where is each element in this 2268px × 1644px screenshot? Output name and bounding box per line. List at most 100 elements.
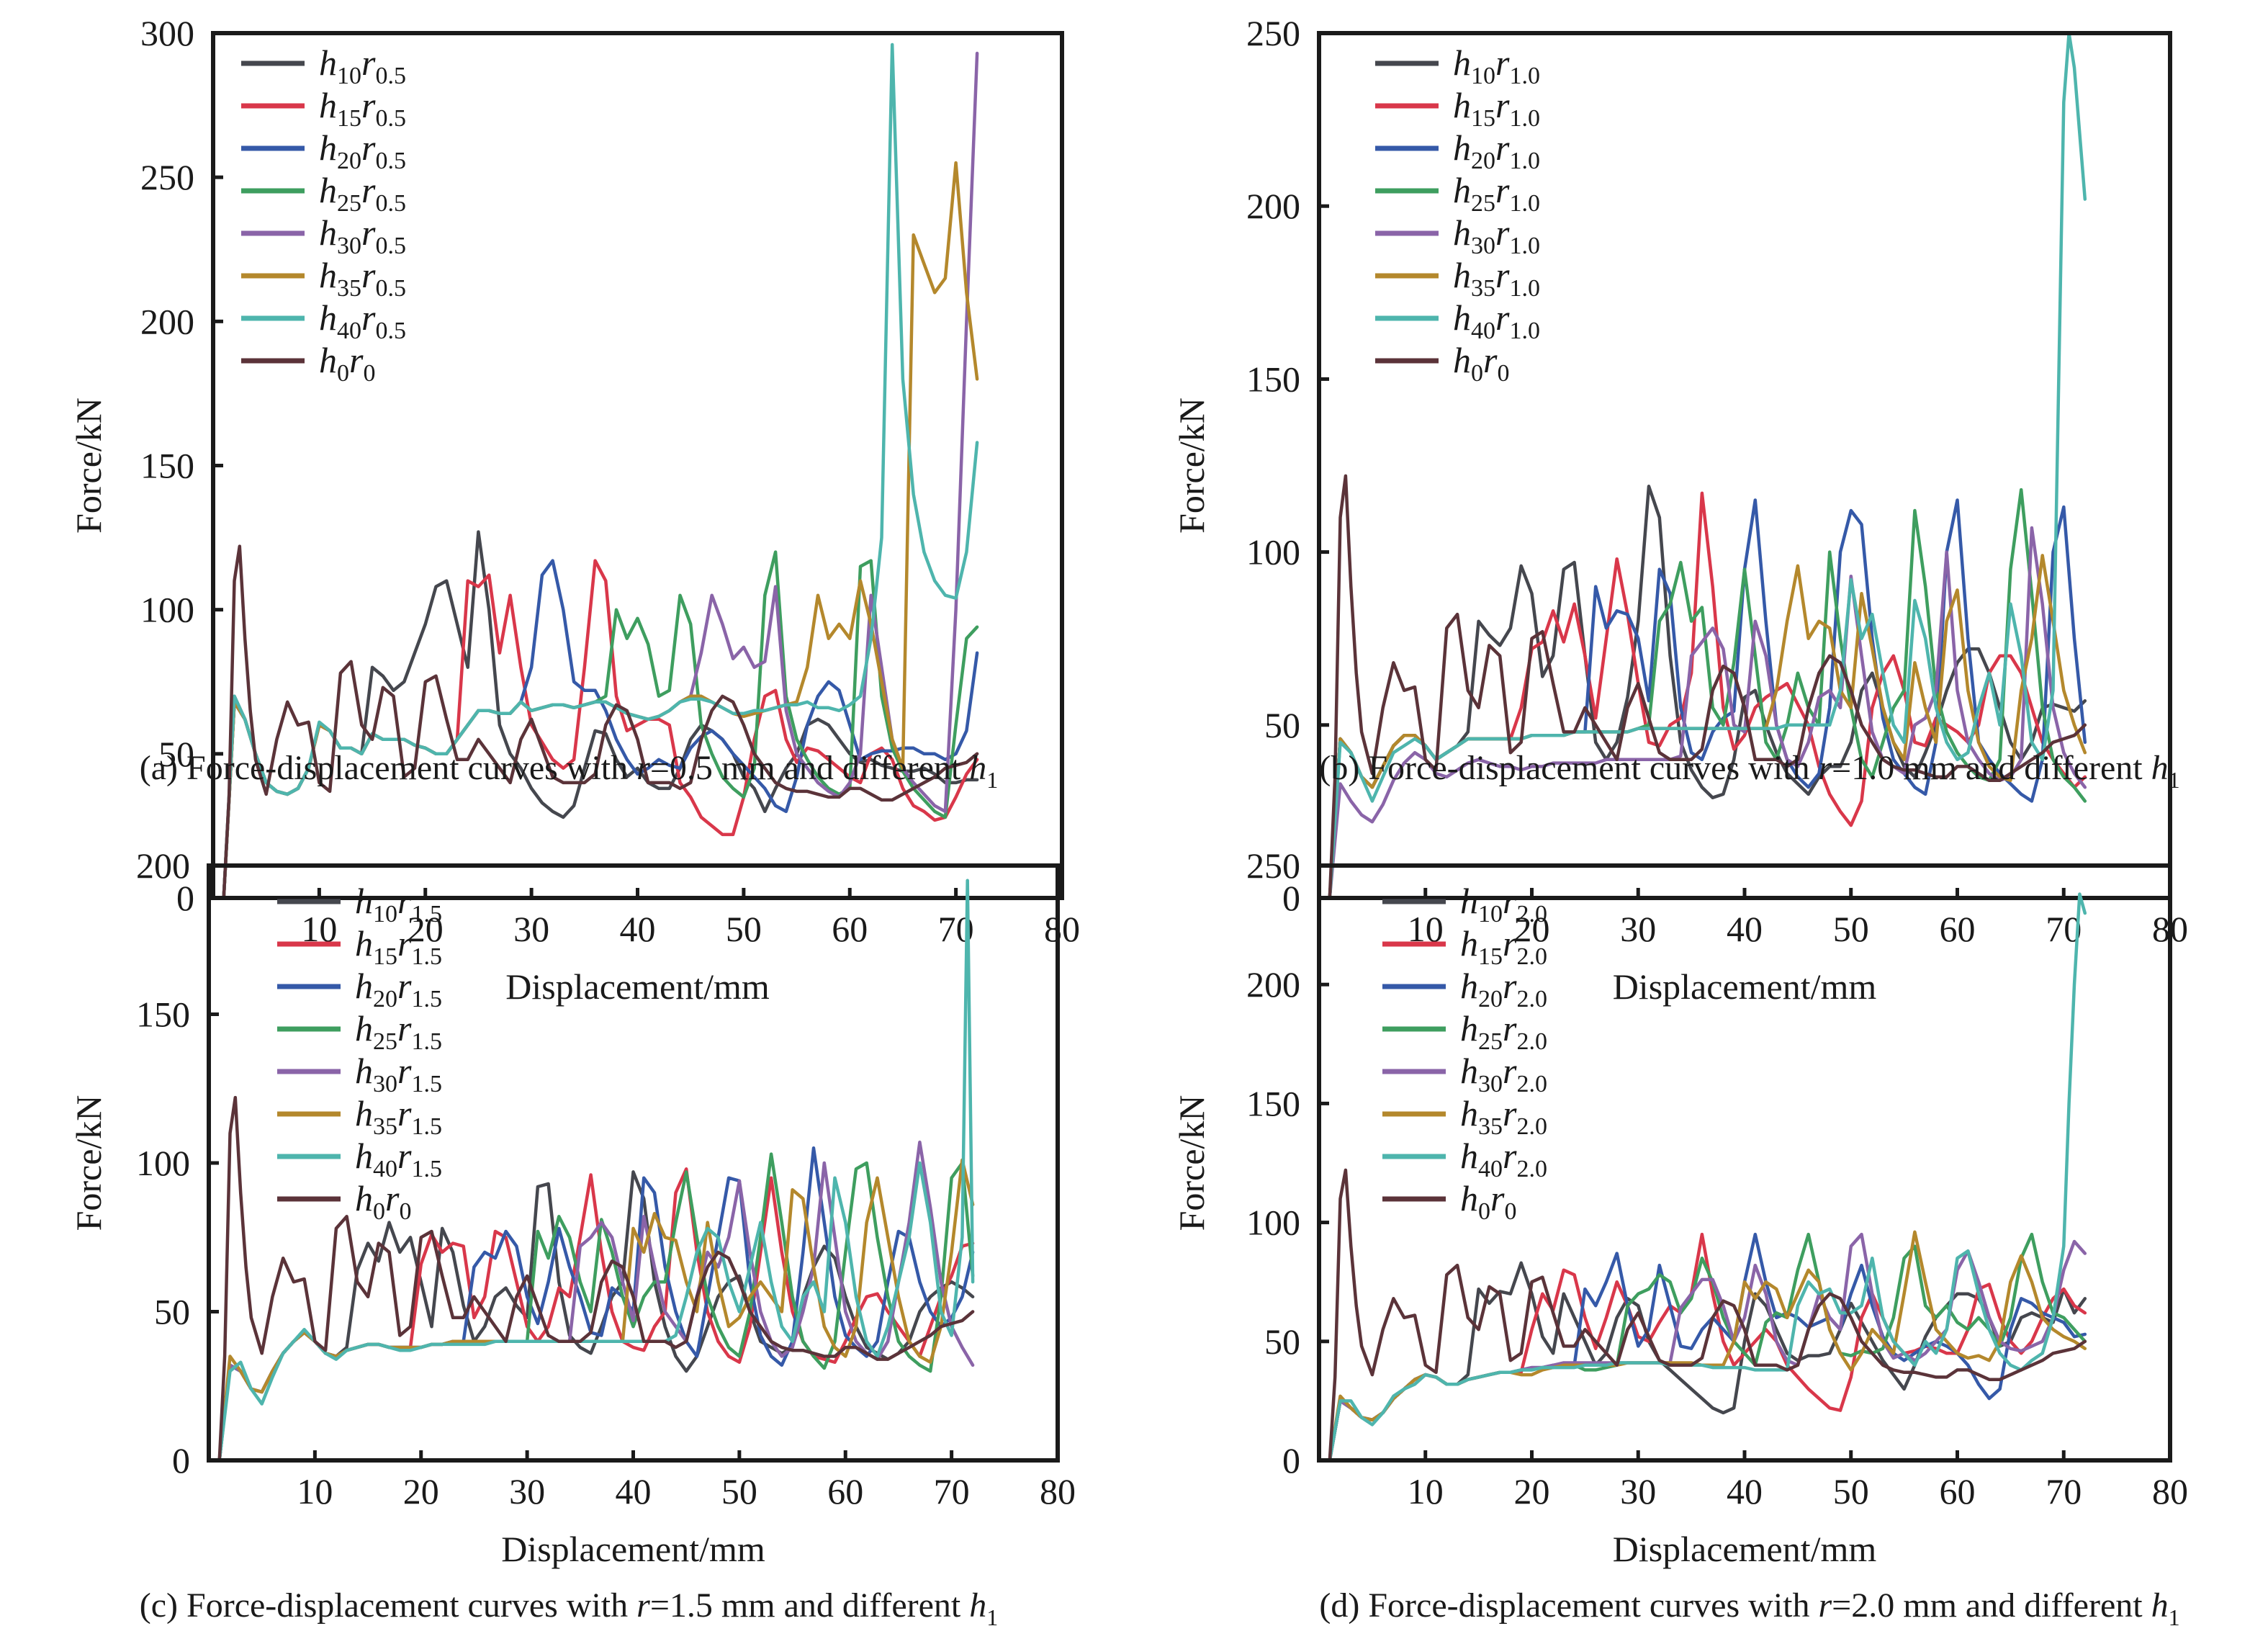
- legend-item: h30r1.5: [277, 1051, 442, 1097]
- y-tick-label: 250: [1246, 845, 1300, 886]
- legend-item: h30r1.0: [1375, 212, 1540, 259]
- legend-label: h20r1.0: [1453, 127, 1540, 174]
- y-tick-label: 150: [1246, 1083, 1300, 1123]
- y-tick-label: 250: [1246, 13, 1300, 53]
- legend-label: h10r2.0: [1460, 881, 1547, 927]
- y-axis-title: Force/kN: [1171, 397, 1212, 534]
- series-line-h40r1_0: [1328, 31, 2087, 900]
- legend-item: h40r1.0: [1375, 297, 1540, 344]
- x-axis-title: Displacement/mm: [505, 966, 770, 1007]
- legend-label: h40r2.0: [1460, 1136, 1547, 1182]
- x-tick-label: 50: [721, 1471, 757, 1512]
- y-tick-label: 200: [1246, 186, 1300, 226]
- x-tick-label: 20: [1514, 909, 1550, 949]
- x-axis-title: Displacement/mm: [1613, 966, 1877, 1007]
- y-tick-label: 0: [1282, 878, 1300, 918]
- legend-label: h0r0: [319, 340, 375, 387]
- legend-label: h0r0: [1453, 340, 1509, 387]
- plot-frame: [1317, 863, 2172, 1463]
- legend-label: h35r1.0: [1453, 255, 1540, 302]
- legend-item: h40r2.0: [1382, 1136, 1547, 1182]
- legend-label: h30r0.5: [319, 212, 406, 259]
- y-tick-label: 200: [136, 845, 190, 886]
- legend-label: h25r2.0: [1460, 1008, 1547, 1055]
- series-line-h30r1_0: [1328, 526, 2087, 900]
- legend-item: h35r1.5: [277, 1093, 442, 1140]
- y-tick-label: 150: [136, 994, 190, 1035]
- legend-item: h15r0.5: [241, 85, 406, 132]
- legend-item: h10r1.0: [1375, 42, 1540, 89]
- legend-item: h10r1.5: [277, 881, 442, 927]
- series-group: [217, 879, 975, 1463]
- y-tick-label: 150: [140, 446, 194, 486]
- x-tick-label: 30: [513, 909, 549, 949]
- legend-label: h30r1.5: [355, 1051, 442, 1097]
- series-line-h0r0: [1328, 1168, 2087, 1463]
- legend: h10r2.0h15r2.0h20r2.0h25r2.0h30r2.0h35r2…: [1382, 881, 1547, 1225]
- legend-item: h20r2.0: [1382, 966, 1547, 1012]
- panel-caption: (b) Force-displacement curves with r=1.0…: [1319, 749, 2179, 793]
- legend-item: h10r0.5: [241, 42, 406, 89]
- legend-item: h40r1.5: [277, 1136, 442, 1182]
- y-axis-title: Force/kN: [68, 397, 109, 534]
- x-tick-label: 20: [403, 1471, 439, 1512]
- legend-label: h20r1.5: [355, 966, 442, 1012]
- y-tick-label: 50: [1264, 705, 1300, 745]
- y-tick-label: 200: [1246, 964, 1300, 1005]
- legend: h10r0.5h15r0.5h20r0.5h25r0.5h30r0.5h35r0…: [241, 42, 406, 387]
- x-axis-title: Displacement/mm: [1613, 1529, 1877, 1569]
- x-tick-label: 30: [1620, 1471, 1656, 1512]
- legend-label: h15r0.5: [319, 85, 406, 132]
- legend-label: h25r1.5: [355, 1008, 442, 1055]
- y-axis-title: Force/kN: [68, 1095, 109, 1231]
- y-tick-label: 50: [154, 1292, 190, 1332]
- series-group: [222, 42, 979, 900]
- legend-label: h10r1.0: [1453, 42, 1540, 89]
- x-tick-label: 70: [934, 1471, 970, 1512]
- legend-label: h40r0.5: [319, 297, 406, 344]
- legend-label: h40r1.5: [355, 1136, 442, 1182]
- x-tick-label: 50: [726, 909, 762, 949]
- legend-item: h20r0.5: [241, 127, 406, 174]
- series-line-h40r2_0: [1328, 892, 2087, 1463]
- legend: h10r1.5h15r1.5h20r1.5h25r1.5h30r1.5h35r1…: [277, 881, 442, 1225]
- x-tick-label: 60: [827, 1471, 863, 1512]
- y-tick-label: 50: [1264, 1321, 1300, 1362]
- series-group: [1328, 31, 2087, 900]
- x-tick-label: 20: [1514, 1471, 1550, 1512]
- legend-label: h10r1.5: [355, 881, 442, 927]
- legend-item: h15r2.0: [1382, 923, 1547, 970]
- x-tick-label: 80: [1044, 909, 1080, 949]
- panel-caption: (a) Force-displacement curves with r=0.5…: [140, 749, 999, 793]
- legend-item: h0r0: [1382, 1178, 1516, 1225]
- x-tick-label: 80: [2152, 1471, 2188, 1512]
- legend-item: h20r1.5: [277, 966, 442, 1012]
- legend-item: h25r0.5: [241, 170, 406, 217]
- x-tick-label: 50: [1833, 909, 1869, 949]
- legend-label: h30r2.0: [1460, 1051, 1547, 1097]
- series-line-h0r0: [217, 1095, 975, 1463]
- legend-item: h35r1.0: [1375, 255, 1540, 302]
- legend-label: h15r1.5: [355, 923, 442, 970]
- legend-item: h0r0: [277, 1178, 411, 1225]
- legend-label: h20r0.5: [319, 127, 406, 174]
- y-tick-label: 0: [172, 1440, 190, 1481]
- x-tick-label: 60: [832, 909, 868, 949]
- legend-item: h20r1.0: [1375, 127, 1540, 174]
- legend-label: h35r1.5: [355, 1093, 442, 1140]
- x-tick-label: 50: [1833, 1471, 1869, 1512]
- legend-item: h15r1.5: [277, 923, 442, 970]
- legend-item: h30r0.5: [241, 212, 406, 259]
- series-group: [1328, 892, 2087, 1463]
- legend-label: h10r0.5: [319, 42, 406, 89]
- series-line-h0r0: [222, 544, 979, 900]
- y-tick-label: 300: [140, 13, 194, 53]
- y-tick-label: 0: [1282, 1440, 1300, 1481]
- legend-item: h25r1.0: [1375, 170, 1540, 217]
- y-tick-label: 100: [140, 590, 194, 630]
- y-tick-label: 50: [158, 734, 194, 774]
